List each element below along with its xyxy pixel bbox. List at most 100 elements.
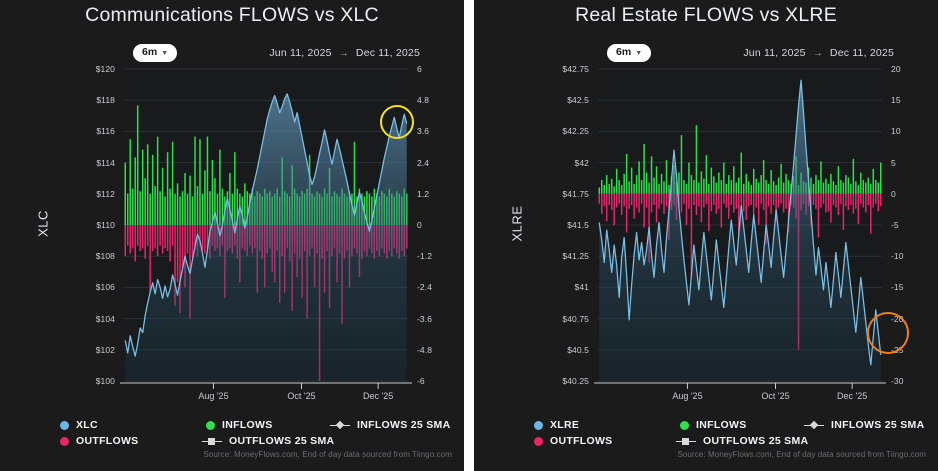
- chevron-down-icon: ▼: [635, 49, 643, 57]
- y-axis-tick-left: $41.25: [562, 251, 589, 262]
- plot-area[interactable]: $42.75 $42.5 $42.25 $42 $41.75 $41.5 $41.25 $41…: [474, 64, 938, 401]
- date-range[interactable]: Jun 11, 2025 → Dec 11, 2025: [269, 47, 420, 59]
- legend-label: OUTFLOWS 25 SMA: [229, 435, 335, 447]
- y-axis-tick-left: $118: [96, 95, 115, 106]
- date-range-start: Jun 11, 2025: [269, 47, 332, 59]
- legend-item[interactable]: XLC: [60, 419, 98, 431]
- y-axis-tick-left: $41.75: [562, 188, 589, 199]
- y-axis-tick-right: 3.6: [417, 126, 430, 137]
- legend-sma-line-icon: [676, 437, 696, 446]
- legend-item[interactable]: INFLOWS: [206, 419, 273, 431]
- y-axis-tick-right: 1.2: [417, 188, 430, 199]
- y-axis-tick-right: 4.8: [417, 95, 430, 106]
- chart-canvas: [594, 68, 886, 389]
- y-axis-tick-right: 15: [891, 95, 901, 106]
- y-axis-tick-right: 20: [891, 64, 901, 74]
- panel-communications: Communications FLOWS vs XLC 6m ▼ Jun 11,…: [0, 0, 464, 471]
- legend-label: OUTFLOWS: [550, 435, 613, 447]
- legend-item[interactable]: INFLOWS 25 SMA: [804, 419, 924, 431]
- y-axis-tick-left: $104: [95, 313, 115, 324]
- y-axis-tick-left: $41.5: [567, 220, 589, 230]
- y-axis-tick-right: -2.4: [417, 282, 433, 293]
- legend-item[interactable]: OUTFLOWS: [60, 435, 138, 447]
- y-axis-title-left: XLRE: [509, 205, 525, 242]
- legend-dot-icon: [680, 420, 689, 430]
- y-axis-tick-left: $100: [95, 376, 115, 386]
- legend-dot-icon: [60, 420, 69, 430]
- y-axis-tick-left: $42.25: [562, 126, 589, 137]
- legend-item[interactable]: XLRE: [534, 419, 579, 431]
- y-axis-tick-left: $106: [95, 282, 115, 293]
- y-axis-tick-right: -30: [891, 376, 904, 386]
- date-range-start: Jun 11, 2025: [743, 47, 806, 59]
- chevron-down-icon: ▼: [161, 49, 169, 57]
- legend-label: XLC: [76, 419, 98, 431]
- y-axis-tick-right: 0: [891, 188, 896, 199]
- y-axis-tick-left: $41: [574, 282, 589, 293]
- chart-canvas: [120, 68, 412, 389]
- plot-area[interactable]: $120 $118 $116 $114 $112 $110 $108 $106 $104 $102…: [0, 64, 464, 401]
- legend-dot-icon: [534, 436, 543, 446]
- y-axis-tick-left: $40.25: [562, 376, 589, 386]
- y-axis-title-left: XLC: [35, 210, 51, 237]
- y-axis-tick-left: $42.5: [567, 95, 589, 106]
- legend-label: INFLOWS: [222, 419, 273, 431]
- page-title: Real Estate FLOWS vs XLRE: [575, 4, 837, 26]
- legend-label: INFLOWS 25 SMA: [357, 419, 451, 431]
- y-axis-tick-right: -20: [891, 313, 904, 324]
- y-axis-tick-right: 10: [891, 126, 901, 137]
- legend-label: OUTFLOWS: [76, 435, 139, 447]
- y-axis-tick-left: $112: [96, 188, 115, 199]
- panel-real-estate: Real Estate FLOWS vs XLRE 6m ▼ Jun 11, 2…: [474, 0, 938, 471]
- y-axis-tick-right: 2.4: [417, 157, 430, 168]
- y-axis-tick-left: $42.75: [562, 64, 589, 74]
- y-axis-tick-right: -25: [891, 344, 904, 355]
- x-axis-tick: Oct '25: [761, 391, 790, 401]
- legend-sma-line-icon: [804, 420, 824, 430]
- legend-label: INFLOWS: [696, 419, 747, 431]
- legend-item[interactable]: OUTFLOWS 25 SMA: [202, 435, 334, 447]
- period-selector[interactable]: 6m ▼: [607, 44, 652, 62]
- source-note: Source: MoneyFlows.com, End of day data …: [203, 450, 452, 459]
- legend: XLRE OUTFLOWS INFLOWS OUTFLOWS 25 SMA INFLOW…: [474, 416, 938, 456]
- y-axis-tick-left: $110: [96, 220, 115, 230]
- y-axis-tick-right: -10: [891, 251, 904, 262]
- y-axis-tick-right: 6: [417, 64, 422, 74]
- legend-item[interactable]: OUTFLOWS 25 SMA: [676, 435, 808, 447]
- legend-label: XLRE: [550, 419, 580, 431]
- y-axis-tick-left: $40.75: [562, 313, 589, 324]
- legend-dot-icon: [60, 436, 69, 446]
- page-title: Communications FLOWS vs XLC: [85, 4, 379, 26]
- x-axis-tick: Dec '25: [837, 391, 868, 401]
- legend-dot-icon: [534, 420, 543, 430]
- legend-item[interactable]: OUTFLOWS: [534, 435, 612, 447]
- y-axis-tick-left: $120: [95, 64, 115, 74]
- x-axis-tick: Aug '25: [198, 391, 229, 401]
- x-axis-tick: Oct '25: [287, 391, 316, 401]
- legend: XLC OUTFLOWS INFLOWS OUTFLOWS 25 SMA INFLOWS…: [0, 416, 464, 456]
- y-axis-tick-left: $114: [96, 157, 115, 168]
- y-axis-tick-right: 0: [417, 220, 422, 230]
- date-range[interactable]: Jun 11, 2025 → Dec 11, 2025: [743, 47, 894, 59]
- y-axis-tick-right: -5: [891, 220, 899, 230]
- arrow-right-icon: →: [338, 47, 349, 59]
- y-axis-tick-left: $102: [95, 344, 115, 355]
- source-note: Source: MoneyFlows.com, End of day data …: [677, 450, 926, 459]
- y-axis-tick-right: 5: [891, 157, 896, 168]
- period-selector-label: 6m: [142, 46, 158, 58]
- legend-item[interactable]: INFLOWS: [680, 419, 747, 431]
- panel-subheader: 6m ▼ Jun 11, 2025 → Dec 11, 2025: [474, 44, 938, 66]
- period-selector[interactable]: 6m ▼: [133, 44, 178, 62]
- y-axis-tick-left: $108: [95, 251, 115, 262]
- legend-sma-line-icon: [202, 437, 222, 446]
- panel-subheader: 6m ▼ Jun 11, 2025 → Dec 11, 2025: [0, 44, 464, 66]
- arrow-right-icon: →: [812, 47, 823, 59]
- y-axis-tick-left: $116: [96, 126, 115, 137]
- legend-item[interactable]: INFLOWS 25 SMA: [330, 419, 450, 431]
- legend-sma-line-icon: [330, 420, 350, 430]
- y-axis-tick-right: -6: [417, 376, 425, 386]
- legend-label: INFLOWS 25 SMA: [831, 419, 925, 431]
- x-axis-tick: Dec '25: [363, 391, 394, 401]
- legend-label: OUTFLOWS 25 SMA: [703, 435, 809, 447]
